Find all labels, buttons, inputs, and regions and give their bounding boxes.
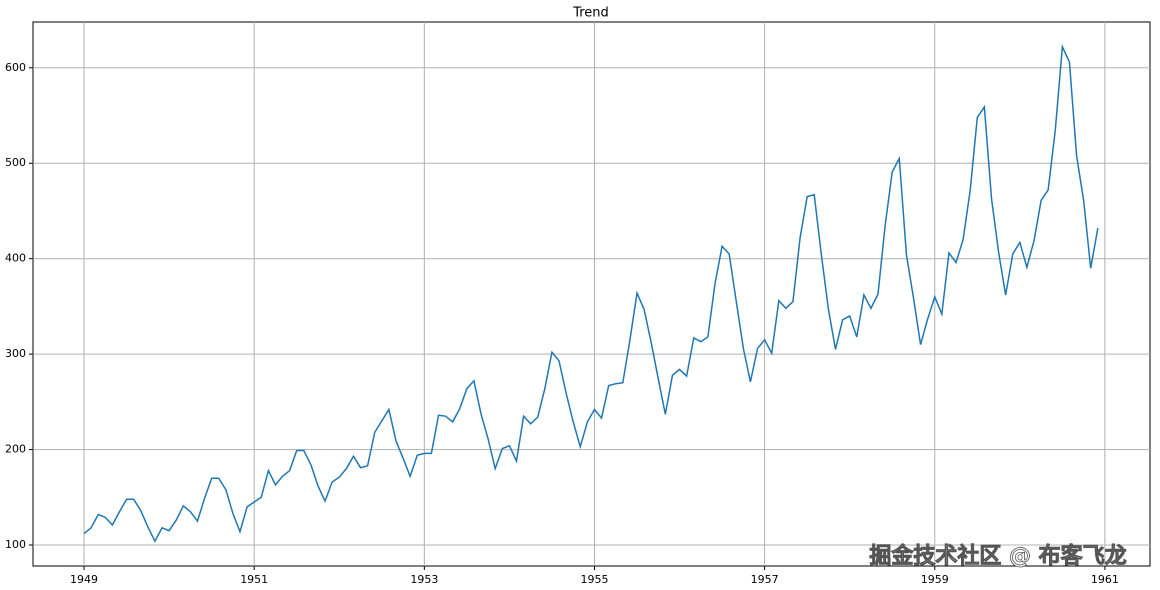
y-tick-label: 300 (5, 347, 26, 360)
x-tick-label: 1957 (751, 573, 779, 586)
line (83, 43, 1099, 543)
x-tick-label: 1955 (580, 573, 608, 586)
y-tick-label: 100 (5, 538, 26, 551)
y-tick-label: 400 (5, 252, 26, 265)
y-tick-label: 600 (5, 61, 26, 74)
plot-area (32, 21, 1151, 567)
x-tick-label: 1951 (240, 573, 268, 586)
x-tick-label: 1953 (410, 573, 438, 586)
chart-title: Trend (572, 6, 609, 21)
y-tick-label: 500 (5, 156, 26, 169)
x-tick-label: 1961 (1091, 573, 1119, 586)
x-tick-label: 1949 (70, 573, 98, 586)
watermark: 掘金技术社区 @ 布客飞龙 (869, 543, 1126, 569)
x-tick-label: 1959 (921, 573, 949, 586)
y-tick-label: 200 (5, 443, 26, 456)
